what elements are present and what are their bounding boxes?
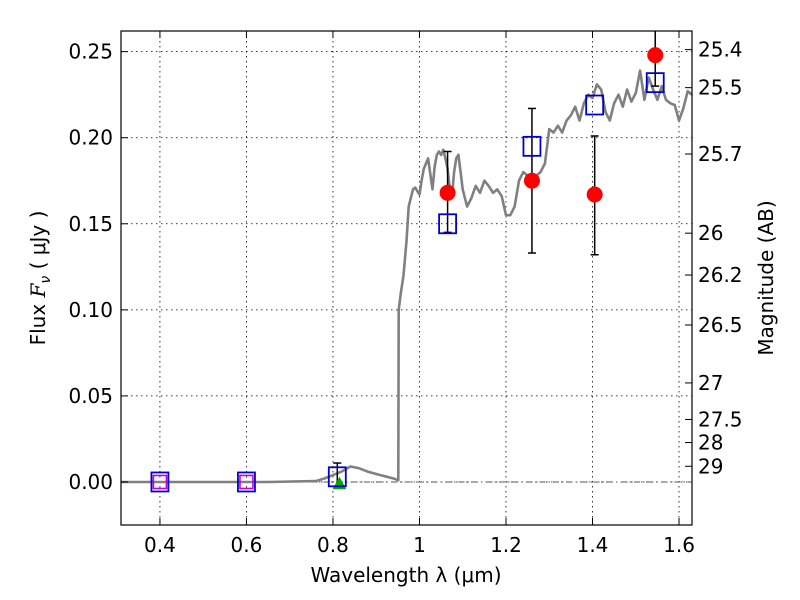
model-photometry-marker: [522, 135, 542, 157]
y-axis-title-prefix: Flux: [26, 297, 50, 345]
model-photometry-marker: [327, 466, 347, 488]
series-group: [121, 31, 693, 493]
right-axis-title: Magnitude (AB): [754, 200, 778, 355]
ticks: [121, 31, 692, 525]
x-tick-label: 0.6: [231, 533, 263, 557]
y-axis-title: Flux Fν ( μJy ): [26, 211, 54, 346]
mag-tick-label: 25.5: [698, 76, 743, 100]
y-axis-title-sub: ν: [38, 276, 54, 284]
plot-frame: [120, 30, 693, 526]
observed-flux-point: [523, 172, 540, 189]
tick-labels: 0.4 0.6 0.8 1 1.2 1.4 1.6 0.00 0.05 0.10 0.15 0.20 0…: [68, 38, 742, 557]
mag-tick-label: 29: [698, 454, 723, 478]
model-photometry-marker: [585, 94, 605, 116]
y-tick-label: 0.05: [68, 384, 113, 408]
mag-tick-label: 27.5: [698, 407, 743, 431]
x-tick-label: 1.2: [490, 533, 522, 557]
x-tick-label: 1.6: [663, 533, 695, 557]
model-photometry-marker: [237, 471, 256, 493]
mag-tick-label: 26.5: [698, 313, 743, 337]
y-tick-label: 0.20: [68, 126, 113, 150]
mag-tick-label: 25.4: [698, 38, 743, 62]
observed-flux-point: [586, 186, 603, 203]
x-axis-title: Wavelength λ (μm): [310, 563, 501, 587]
y-tick-label: 0.15: [68, 212, 113, 236]
y-axis-title-unit: ( μJy ): [26, 211, 50, 276]
model-photometry-marker: [645, 72, 665, 94]
mag-tick-label: 25.7: [698, 142, 743, 166]
model-sed-line: [121, 69, 693, 484]
observed-flux-point: [439, 184, 456, 201]
x-tick-label: 1.4: [577, 533, 609, 557]
x-tick-label: 0.4: [144, 533, 176, 557]
y-axis-title-var: F: [26, 282, 50, 298]
x-tick-label: 0.8: [317, 533, 349, 557]
observed-flux-point: [647, 47, 664, 64]
y-tick-label: 0.25: [68, 40, 113, 64]
model-photometry-marker: [438, 213, 457, 235]
upper-limit-marker: [239, 474, 254, 490]
mag-tick-label: 26.2: [698, 263, 743, 287]
x-tick-label: 1: [413, 533, 426, 557]
mag-tick-label: 27: [698, 371, 723, 395]
y-tick-label: 0.00: [68, 470, 113, 494]
upper-limit-marker: [152, 474, 168, 490]
mag-tick-label: 26: [698, 221, 723, 245]
y-tick-label: 0.10: [68, 298, 113, 322]
model-photometry-marker: [150, 471, 170, 493]
mag-tick-label: 28: [698, 431, 723, 455]
